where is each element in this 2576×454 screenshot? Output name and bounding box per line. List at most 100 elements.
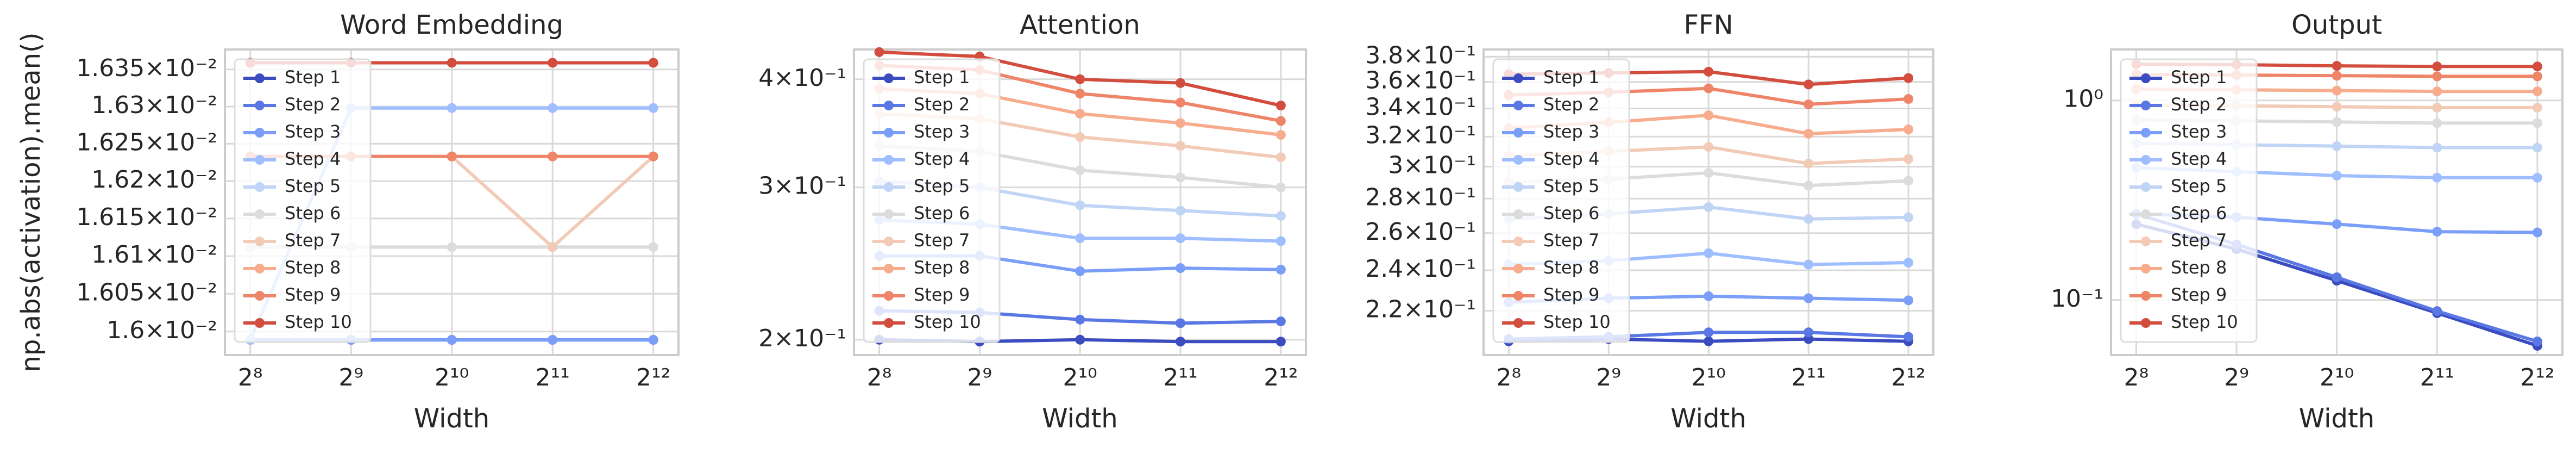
legend-label: Step 6 xyxy=(914,203,970,223)
subplot-title: Output xyxy=(2291,10,2382,40)
legend-marker xyxy=(1513,291,1523,301)
legend-label: Step 4 xyxy=(2171,148,2227,169)
legend-marker xyxy=(255,318,265,328)
plot-frame xyxy=(224,48,680,356)
legend-label: Step 3 xyxy=(914,121,970,142)
data-point xyxy=(1903,125,1914,135)
legend-label: Step 2 xyxy=(1543,94,1599,115)
data-point xyxy=(2432,142,2442,153)
y-tick-label: 3.8×10⁻¹ xyxy=(1365,41,1476,69)
legend-label: Step 8 xyxy=(914,257,970,278)
data-point xyxy=(1276,182,1286,192)
data-point xyxy=(1075,109,1085,119)
data-point xyxy=(2532,86,2542,97)
data-point xyxy=(1075,200,1085,210)
x-axis-label: Width xyxy=(414,403,489,434)
data-point xyxy=(1276,116,1286,126)
legend-label: Step 6 xyxy=(1543,203,1599,223)
legend-marker xyxy=(255,264,265,273)
subplot-title: Attention xyxy=(1020,10,1140,40)
legend-marker xyxy=(255,155,265,165)
legend-label: Step 10 xyxy=(1543,312,1611,332)
data-point xyxy=(2532,172,2542,183)
y-tick-label: 1.605×10⁻² xyxy=(76,278,217,306)
legend-marker xyxy=(884,291,894,301)
x-tick-label: 2⁸ xyxy=(2124,364,2149,391)
data-point xyxy=(2432,102,2442,113)
legend-label: Step 1 xyxy=(2171,67,2227,88)
legend-label: Step 8 xyxy=(285,257,341,278)
y-tick-label: 1.62×10⁻² xyxy=(91,166,217,194)
legend-marker xyxy=(884,264,894,273)
data-point xyxy=(1704,83,1714,94)
y-axis-label: np.abs(activation).mean() xyxy=(16,32,46,372)
data-point xyxy=(1176,141,1186,151)
data-point xyxy=(1075,334,1085,345)
legend-marker xyxy=(255,101,265,110)
data-point xyxy=(2432,118,2442,128)
legend-label: Step 1 xyxy=(1543,67,1599,88)
plot-frame xyxy=(853,48,1307,356)
data-point xyxy=(1804,214,1814,224)
data-point xyxy=(1804,334,1814,344)
legend-marker xyxy=(1513,318,1523,328)
legend-label: Step 9 xyxy=(2171,284,2227,305)
data-point xyxy=(447,58,457,68)
legend-marker xyxy=(255,291,265,301)
data-point xyxy=(1903,295,1914,306)
legend-label: Step 10 xyxy=(914,312,981,332)
data-point xyxy=(648,151,658,161)
legend-label: Step 8 xyxy=(1543,257,1599,278)
x-tick-label: 2⁸ xyxy=(867,364,892,391)
x-tick-label: 2¹⁰ xyxy=(1692,364,1726,391)
data-point xyxy=(1075,165,1085,176)
plot-frame xyxy=(1482,48,1934,356)
data-point xyxy=(1903,94,1914,104)
legend-label: Step 3 xyxy=(285,121,341,142)
x-tick-label: 2⁹ xyxy=(1596,364,1621,391)
y-tick-label: 1.63×10⁻² xyxy=(91,91,217,119)
x-tick-label: 2⁸ xyxy=(1496,364,1521,391)
legend-label: Step 6 xyxy=(2171,203,2227,223)
data-point xyxy=(447,335,457,345)
data-point xyxy=(548,335,558,345)
data-point xyxy=(2532,142,2542,153)
legend-marker xyxy=(2141,155,2151,165)
y-tick-label: 4×10⁻¹ xyxy=(758,64,846,92)
legend-label: Step 2 xyxy=(285,94,341,115)
data-point xyxy=(1176,263,1186,273)
data-point xyxy=(548,242,558,252)
data-point xyxy=(1176,233,1186,244)
data-point xyxy=(648,335,658,345)
data-point xyxy=(1704,248,1714,258)
legend-marker xyxy=(884,155,894,165)
x-tick-label: 2¹⁰ xyxy=(1063,364,1097,391)
data-point xyxy=(1704,336,1714,346)
subplot: 2⁸ 2⁹ 2¹⁰ 2¹¹ 2¹² 1.6×10⁻² 1.605×10⁻² 1.61×10⁻²… xyxy=(16,10,680,434)
data-point xyxy=(2532,102,2542,113)
legend-marker xyxy=(884,182,894,192)
legend-marker xyxy=(1513,128,1523,138)
y-tick-label: 3.6×10⁻¹ xyxy=(1365,67,1476,95)
legend-marker xyxy=(2141,209,2151,219)
legend-marker xyxy=(2141,291,2151,301)
data-point xyxy=(1276,316,1286,327)
data-point xyxy=(548,103,558,113)
x-tick-label: 2¹² xyxy=(1891,364,1925,391)
legend-marker xyxy=(1513,264,1523,273)
x-tick-label: 2¹¹ xyxy=(536,364,570,391)
legend-label: Step 5 xyxy=(914,176,970,196)
data-point xyxy=(2532,71,2542,82)
legend-label: Step 9 xyxy=(1543,284,1599,305)
legend-label: Step 7 xyxy=(914,230,970,251)
legend-label: Step 10 xyxy=(285,312,352,332)
legend-label: Step 1 xyxy=(914,67,970,88)
legend-label: Step 7 xyxy=(1543,230,1599,251)
legend-box xyxy=(1492,58,1630,343)
data-point xyxy=(1903,73,1914,83)
data-point xyxy=(1804,327,1814,338)
data-point xyxy=(1804,181,1814,191)
data-point xyxy=(648,242,658,252)
legend-marker xyxy=(884,73,894,83)
